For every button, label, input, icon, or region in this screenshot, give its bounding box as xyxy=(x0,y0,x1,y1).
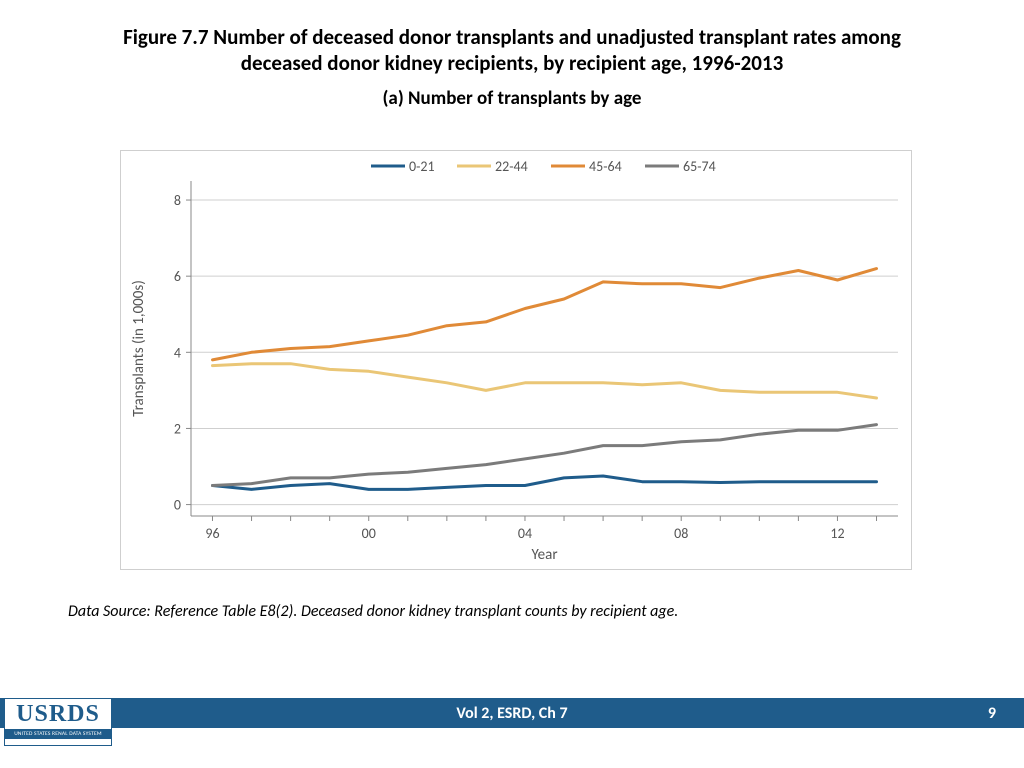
footer-text: Vol 2, ESRD, Ch 7 xyxy=(456,704,567,723)
svg-text:96: 96 xyxy=(205,525,219,542)
svg-text:04: 04 xyxy=(518,525,532,542)
svg-text:00: 00 xyxy=(362,525,376,542)
svg-text:65-74: 65-74 xyxy=(683,158,716,175)
svg-text:12: 12 xyxy=(830,525,844,542)
svg-text:0-21: 0-21 xyxy=(409,158,435,175)
figure-subtitle: (a) Number of transplants by age xyxy=(0,87,1024,110)
svg-text:Transplants (in 1,000s): Transplants (in 1,000s) xyxy=(130,280,148,417)
svg-text:45-64: 45-64 xyxy=(589,158,622,175)
page-number: 9 xyxy=(988,704,996,723)
svg-text:22-44: 22-44 xyxy=(495,158,528,175)
svg-text:4: 4 xyxy=(174,344,181,361)
svg-text:08: 08 xyxy=(674,525,688,542)
svg-text:2: 2 xyxy=(174,420,181,437)
data-source-note: Data Source: Reference Table E8(2). Dece… xyxy=(68,602,678,621)
logo-top-text: USRDS xyxy=(5,699,111,729)
svg-text:6: 6 xyxy=(174,268,181,285)
footer-bar: Vol 2, ESRD, Ch 7 9 xyxy=(0,698,1024,728)
svg-text:0: 0 xyxy=(174,497,181,514)
svg-text:8: 8 xyxy=(174,192,181,209)
figure-title: Figure 7.7 Number of deceased donor tran… xyxy=(80,24,944,77)
svg-text:Year: Year xyxy=(531,546,557,564)
logo-bottom-text: UNITED STATES RENAL DATA SYSTEM xyxy=(5,729,111,739)
line-chart: 0 2 4 6 8 96 00 04 08 12 Year Transplants (in 1,000… xyxy=(120,150,912,570)
usrds-logo: USRDS UNITED STATES RENAL DATA SYSTEM xyxy=(4,698,112,746)
